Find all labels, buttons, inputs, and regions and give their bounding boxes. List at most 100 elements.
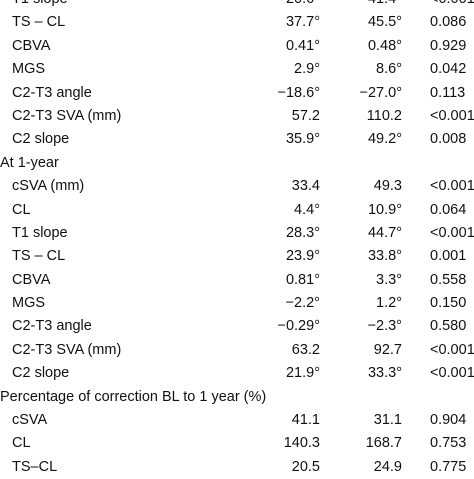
- group1-value: 63.2: [291, 341, 320, 358]
- group1-value: 0.41°: [285, 37, 320, 54]
- table-row: C2-T3 SVA (mm) 63.2 92.7 <0.001: [0, 339, 474, 362]
- table-row: cSVA 41.1 31.1 0.904: [0, 409, 474, 432]
- table-row: CL 140.3 168.7 0.753: [0, 432, 474, 455]
- table-row: C2-T3 angle −0.29° −2.3° 0.580: [0, 315, 474, 338]
- row-label: MGS: [12, 61, 46, 78]
- row-label: TS – CL: [12, 248, 66, 265]
- group2-value: 49.2°: [367, 131, 402, 148]
- group2-value: 3.3°: [376, 271, 402, 288]
- group2-value: −27.0°: [359, 84, 403, 101]
- group2-value: 49.3: [373, 178, 402, 195]
- group1-value: 23.9°: [285, 248, 320, 265]
- p-value: 0.929: [430, 37, 467, 54]
- p-value: 0.086: [430, 14, 467, 31]
- table-row: CBVA 0.41° 0.48° 0.929: [0, 35, 474, 58]
- group2-value: 44.7°: [367, 224, 402, 241]
- row-label: MGS: [12, 295, 46, 312]
- p-value: <0.001: [430, 0, 474, 11]
- row-label: cSVA (mm): [12, 178, 85, 195]
- group2-value: 92.7: [373, 341, 402, 358]
- group1-value: 140.3: [283, 435, 320, 452]
- row-label: T1 slope: [12, 0, 68, 11]
- row-label: T1 slope: [12, 224, 68, 241]
- p-value: 0.580: [430, 318, 467, 335]
- group2-value: 24.9: [373, 458, 402, 475]
- row-label: cSVA: [12, 412, 48, 429]
- p-value: 0.008: [430, 131, 467, 148]
- table-row: cSVA (mm) 33.4 49.3 <0.001: [0, 175, 474, 198]
- table-row: MGS −2.2° 1.2° 0.150: [0, 292, 474, 315]
- p-value: 0.904: [430, 412, 467, 429]
- group2-value: 33.3°: [367, 365, 402, 382]
- table-row: CBVA 0.81° 3.3° 0.558: [0, 269, 474, 292]
- p-value: 0.753: [430, 435, 467, 452]
- p-value: <0.001: [430, 178, 474, 195]
- group2-value: 33.8°: [367, 248, 402, 265]
- p-value: <0.001: [430, 224, 474, 241]
- table-row: MGS 2.9° 8.6° 0.042: [0, 58, 474, 81]
- row-label: C2-T3 angle: [12, 318, 92, 335]
- group2-value: 10.9°: [367, 201, 402, 218]
- group2-value: 110.2: [366, 107, 402, 124]
- p-value: 0.113: [430, 84, 466, 101]
- section-label: At 1-year: [0, 154, 59, 171]
- group1-value: 20.5: [291, 458, 320, 475]
- table-row: C2-T3 SVA (mm) 57.2 110.2 <0.001: [0, 105, 474, 128]
- group1-value: 28.3°: [285, 224, 320, 241]
- p-value: <0.001: [430, 341, 474, 358]
- group2-value: 41.4°: [368, 0, 402, 11]
- row-label: TS–CL: [12, 458, 58, 475]
- table-row: C2 slope 21.9° 33.3° <0.001: [0, 362, 474, 385]
- group1-value: 2.9°: [294, 61, 320, 78]
- group1-value: 4.4°: [294, 201, 320, 218]
- table-row: T1 slope 20.6° 41.4° <0.001: [0, 0, 474, 11]
- row-label: C2-T3 SVA (mm): [12, 107, 122, 124]
- group1-value: −2.2°: [285, 295, 320, 312]
- p-value: 0.042: [430, 61, 467, 78]
- p-value: <0.001: [430, 365, 474, 382]
- row-label: CL: [12, 201, 31, 218]
- p-value: 0.775: [430, 458, 467, 475]
- p-value: <0.001: [430, 107, 474, 124]
- group2-value: 45.5°: [367, 14, 402, 31]
- group2-value: 168.7: [365, 435, 402, 452]
- p-value: 0.064: [430, 201, 467, 218]
- table-row: C2 slope 35.9° 49.2° 0.008: [0, 128, 474, 151]
- group1-value: 35.9°: [285, 131, 320, 148]
- row-label: C2-T3 SVA (mm): [12, 341, 122, 358]
- table-row: C2-T3 angle −18.6° −27.0° 0.113: [0, 82, 474, 105]
- group1-value: 0.81°: [285, 271, 320, 288]
- group2-value: 31.1: [373, 412, 402, 429]
- group2-value: 0.48°: [367, 37, 402, 54]
- table-row: T1 slope 28.3° 44.7° <0.001: [0, 222, 474, 245]
- group1-value: 20.6°: [286, 0, 320, 11]
- table-row: CL 4.4° 10.9° 0.064: [0, 199, 474, 222]
- row-label: TS – CL: [12, 14, 66, 31]
- group1-value: 37.7°: [285, 14, 320, 31]
- group2-value: 8.6°: [376, 61, 402, 78]
- row-label: CBVA: [12, 37, 51, 54]
- table-row: TS–CL 20.5 24.9 0.775: [0, 456, 474, 479]
- row-label: C2 slope: [12, 365, 70, 382]
- group1-value: −18.6°: [277, 84, 321, 101]
- section-header-row: Percentage of correction BL to 1 year (%…: [0, 386, 474, 409]
- section-header-row: At 1-year: [0, 152, 474, 175]
- table-row: TS – CL 37.7° 45.5° 0.086: [0, 11, 474, 34]
- p-value: 0.150: [430, 295, 467, 312]
- table-row: TS – CL 23.9° 33.8° 0.001: [0, 245, 474, 268]
- p-value: 0.558: [430, 271, 467, 288]
- row-label: C2-T3 angle: [12, 84, 92, 101]
- section-label: Percentage of correction BL to 1 year (%…: [0, 388, 267, 405]
- group1-value: 57.2: [291, 107, 320, 124]
- group1-value: 21.9°: [285, 365, 320, 382]
- group2-value: 1.2°: [376, 295, 402, 312]
- row-label: CL: [12, 435, 31, 452]
- row-label: CBVA: [12, 271, 51, 288]
- group2-value: −2.3°: [367, 318, 402, 335]
- row-label: C2 slope: [12, 131, 70, 148]
- group1-value: 41.1: [291, 412, 320, 429]
- group1-value: 33.4: [291, 178, 320, 195]
- p-value: 0.001: [430, 248, 467, 265]
- group1-value: −0.29°: [277, 318, 321, 335]
